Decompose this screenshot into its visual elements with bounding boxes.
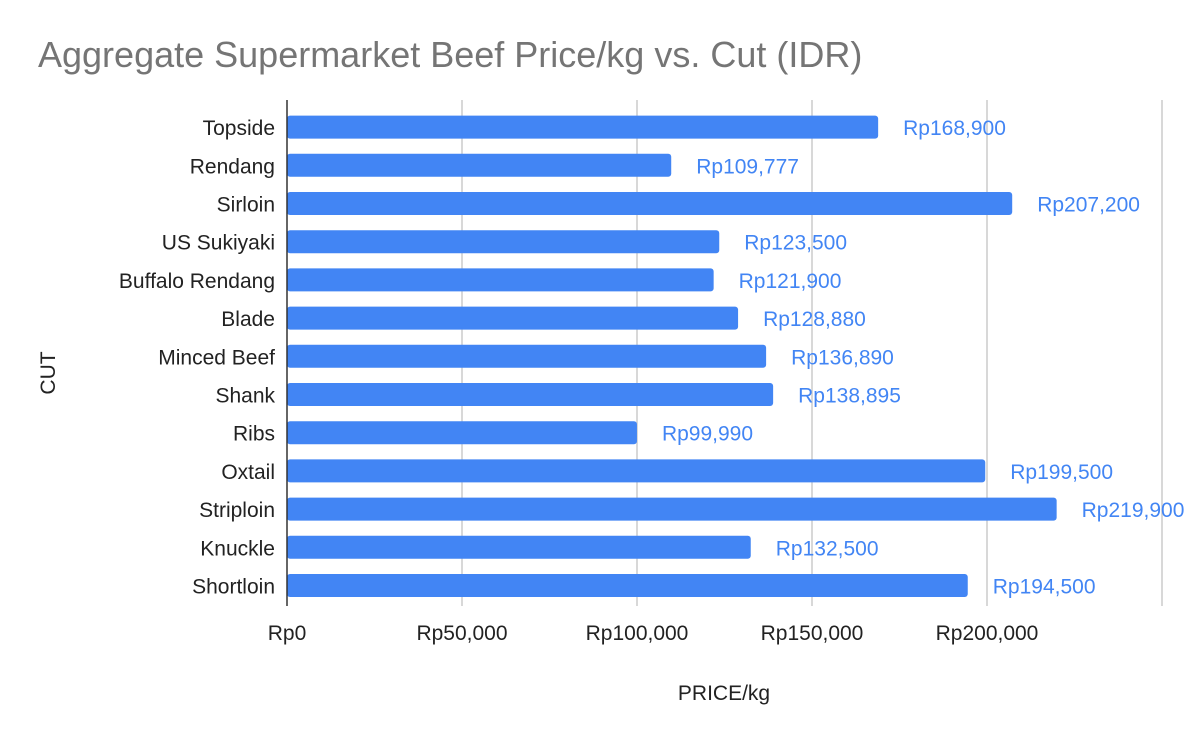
data-label: Rp207,200: [1037, 194, 1140, 217]
category-label: Striploin: [199, 499, 275, 522]
y-axis-title: CUT: [37, 351, 60, 394]
category-label: Ribs: [233, 423, 275, 446]
x-tick-label: Rp0: [268, 622, 307, 645]
category-label: Minced Beef: [158, 346, 275, 369]
x-tick-label: Rp150,000: [761, 622, 864, 645]
category-label: Buffalo Rendang: [119, 270, 275, 293]
category-label: Knuckle: [200, 537, 275, 560]
x-axis-title: PRICE/kg: [678, 682, 770, 705]
x-tick-label: Rp200,000: [936, 622, 1039, 645]
bar: [287, 383, 774, 406]
bar: [287, 230, 720, 254]
value-axis-tick-labels: Rp0 Rp50,000 Rp100,000 Rp150,000 Rp200,000: [268, 622, 1039, 645]
data-label: Rp219,900: [1082, 499, 1185, 522]
bar: [287, 497, 1057, 521]
category-label: Sirloin: [217, 194, 275, 217]
bar: [287, 574, 968, 597]
data-label: Rp132,500: [776, 537, 879, 560]
data-label: Rp121,900: [739, 270, 842, 293]
data-label: Rp199,500: [1010, 461, 1113, 484]
category-axis-labels: Topside Rendang Sirloin US Sukiyaki Buffalo …: [119, 117, 276, 598]
bar: [287, 459, 986, 483]
category-label: Blade: [221, 308, 275, 331]
bar: [287, 153, 672, 177]
bar: [287, 535, 751, 559]
bar: [287, 344, 767, 368]
data-label: Rp194,500: [993, 576, 1096, 599]
bars: [287, 115, 1057, 597]
data-label: Rp99,990: [662, 423, 753, 446]
data-labels: Rp168,900 Rp109,777 Rp207,200 Rp123,500 Rp12…: [662, 117, 1184, 598]
category-label: Oxtail: [221, 461, 275, 484]
bar: [287, 421, 637, 445]
x-tick-label: Rp50,000: [416, 622, 507, 645]
category-label: Rendang: [190, 155, 275, 178]
bar: [287, 306, 739, 330]
data-label: Rp109,777: [696, 155, 799, 178]
chart-title: Aggregate Supermarket Beef Price/kg vs. …: [38, 34, 863, 75]
data-label: Rp136,890: [791, 346, 894, 369]
data-label: Rp138,895: [798, 385, 901, 408]
x-tick-label: Rp100,000: [586, 622, 689, 645]
data-label: Rp128,880: [763, 308, 866, 331]
category-label: Shank: [215, 385, 275, 408]
category-label: Topside: [203, 117, 275, 140]
bar: [287, 192, 1013, 215]
category-label: US Sukiyaki: [162, 232, 275, 255]
category-label: Shortloin: [192, 576, 275, 599]
data-label: Rp168,900: [903, 117, 1006, 140]
bar: [287, 115, 879, 139]
data-label: Rp123,500: [744, 232, 847, 255]
bar: [287, 268, 714, 292]
